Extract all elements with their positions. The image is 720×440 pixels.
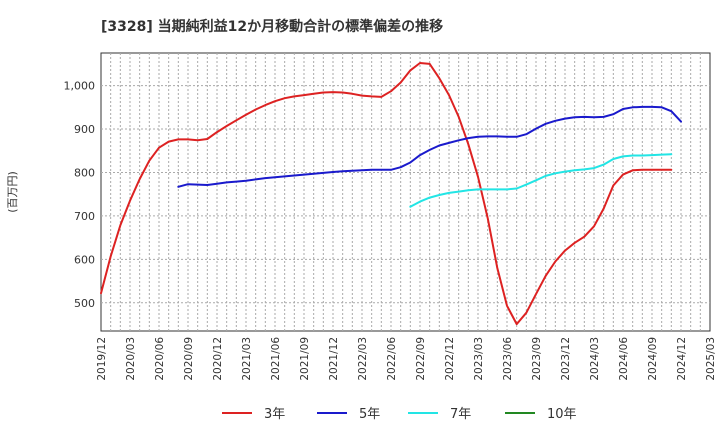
- x-tick-label: 2023/12: [560, 337, 572, 381]
- x-axis-ticks: 2019/12 2020/03 2020/06 2020/09 2020/12 2021/…: [96, 337, 717, 381]
- legend: 3年 5年 7年 10年: [222, 407, 577, 422]
- x-tick-label: 2021/09: [299, 337, 311, 381]
- x-tick-label: 2022/03: [357, 337, 369, 381]
- series-line-1: [100, 62, 673, 326]
- x-tick-label: 2022/06: [386, 337, 398, 381]
- y-tick-label: 600: [74, 253, 95, 266]
- chart-title: [3328] 当期純利益12か月移動合計の標準偏差の推移: [101, 18, 443, 35]
- x-tick-label: 2020/03: [125, 337, 137, 381]
- y-tick-label: 500: [74, 297, 95, 310]
- x-tick-label: 2024/09: [647, 337, 659, 381]
- y-axis-ticks: 500 600 700 800 900 1,000: [64, 80, 96, 310]
- x-tick-label: 2022/12: [444, 337, 456, 381]
- x-tick-label: 2024/03: [589, 337, 601, 381]
- x-tick-label: 2024/06: [618, 337, 630, 381]
- x-tick-label: 2021/03: [241, 337, 253, 381]
- x-tick-label: 2021/06: [270, 337, 282, 381]
- series-lines: [100, 62, 682, 326]
- legend-label: 7年: [450, 407, 471, 422]
- legend-label: 10年: [547, 407, 577, 422]
- x-tick-label: 2025/03: [705, 337, 717, 381]
- y-tick-label: 700: [74, 210, 95, 223]
- series-line-3: [409, 153, 673, 208]
- x-tick-label: 2022/09: [415, 337, 427, 381]
- x-tick-label: 2020/12: [212, 337, 224, 381]
- y-tick-label: 1,000: [64, 80, 96, 93]
- x-tick-label: 2020/06: [154, 337, 166, 381]
- x-tick-label: 2023/03: [473, 337, 485, 381]
- x-tick-label: 2020/09: [183, 337, 195, 381]
- y-tick-label: 800: [74, 166, 95, 179]
- x-tick-label: 2024/12: [676, 337, 688, 381]
- legend-label: 3年: [264, 407, 285, 422]
- plot-area: [100, 52, 711, 332]
- x-tick-label: 2023/06: [502, 337, 514, 381]
- y-tick-label: 900: [74, 123, 95, 136]
- x-tick-label: 2019/12: [96, 337, 108, 381]
- x-tick-label: 2021/12: [328, 337, 340, 381]
- y-axis-label: (百万円): [6, 171, 19, 213]
- grid: [101, 53, 710, 331]
- legend-label: 5年: [359, 407, 380, 422]
- series-line-2: [177, 105, 682, 188]
- x-tick-label: 2023/09: [531, 337, 543, 381]
